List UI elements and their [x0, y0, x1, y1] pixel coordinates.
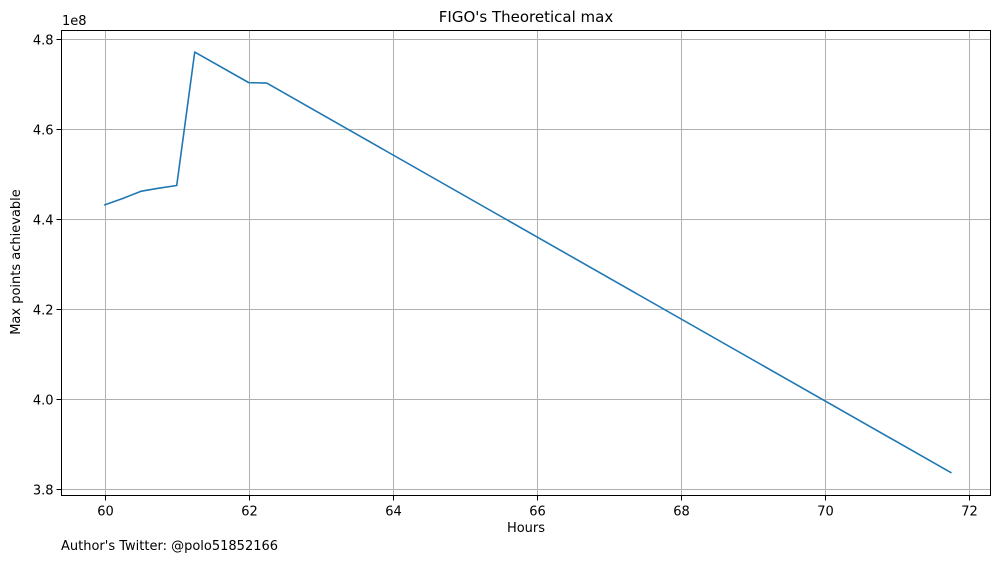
y-tick-label: 4.6 — [33, 124, 54, 139]
x-tick-label: 60 — [97, 505, 114, 520]
chart-title: FIGO's Theoretical max — [439, 8, 614, 26]
x-tick-label: 72 — [961, 505, 978, 520]
x-tick-label: 66 — [529, 505, 546, 520]
y-tick-label: 4.4 — [33, 214, 54, 229]
x-tick-label: 70 — [817, 505, 834, 520]
x-axis-label: Hours — [507, 521, 545, 536]
y-axis-label: Max points achievable — [9, 189, 24, 335]
y-tick-label: 4.2 — [33, 304, 54, 319]
author-footnote: Author's Twitter: @polo51852166 — [61, 539, 278, 554]
y-axis-offset-label: 1e8 — [62, 14, 87, 29]
x-tick-label: 64 — [385, 505, 402, 520]
grid-layer — [62, 31, 991, 496]
plot-area-frame — [62, 31, 991, 496]
y-tick-label: 4.8 — [33, 34, 54, 49]
y-tick-label: 4.0 — [33, 394, 54, 409]
x-tick-label: 68 — [673, 505, 690, 520]
x-tick-label: 62 — [241, 505, 258, 520]
y-tick-label: 3.8 — [33, 484, 54, 499]
series-layer — [105, 52, 951, 473]
series-line — [105, 52, 951, 473]
tick-layer: 60 62 64 66 68 70 72 3.8 4.0 4.2 4.4 4.6 4.8 — [33, 34, 978, 520]
